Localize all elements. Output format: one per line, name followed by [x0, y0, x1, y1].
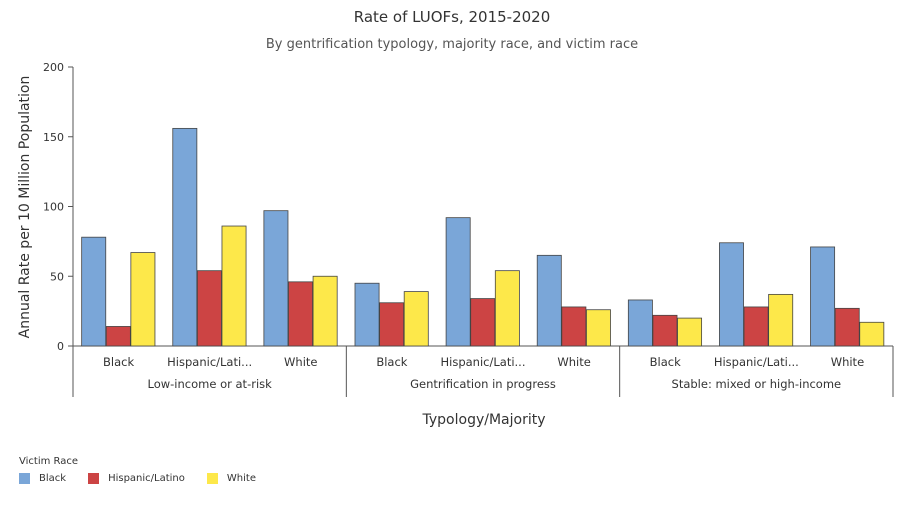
legend-item-black[interactable]: Black: [19, 473, 66, 484]
bar: [536, 254, 562, 347]
y-tick-label: 50: [50, 270, 64, 283]
bar: [627, 299, 653, 347]
bar: [379, 302, 405, 347]
bar: [196, 270, 222, 347]
bar: [221, 225, 247, 347]
legend-label-black: Black: [39, 473, 67, 484]
bar: [719, 242, 744, 347]
plot-area: 0 50 100 150 200 Low-income or at-risk Black Hi…: [43, 61, 894, 397]
legend-swatch-white: [206, 473, 218, 484]
category-label: Black: [650, 355, 681, 369]
legend-item-hispanic-latino[interactable]: Hispanic/Latino: [88, 473, 185, 484]
y-tick-label: 150: [43, 131, 64, 144]
legend-label-white: White: [226, 473, 256, 484]
category-label: Black: [103, 355, 134, 369]
category-label: White: [557, 355, 590, 369]
x-axis-title: Typology/Majority: [422, 412, 546, 428]
category-label: Hispanic/Lati...: [167, 355, 252, 369]
chart-subtitle: By gentrification typology, majority rac…: [266, 37, 638, 52]
legend-item-white[interactable]: White: [206, 473, 256, 484]
group-label: Low-income or at-risk: [148, 377, 273, 391]
y-axis-title: Annual Rate per 10 Million Population: [17, 76, 33, 339]
y-tick-label: 0: [57, 340, 64, 353]
bar: [768, 293, 794, 347]
bar: [652, 314, 678, 347]
category-label: Black: [376, 355, 407, 369]
bar: [810, 246, 836, 347]
category-label: Hispanic/Lati...: [441, 355, 526, 369]
bar: [470, 298, 496, 347]
bar: [859, 321, 885, 347]
bar: [312, 275, 338, 347]
chart-title: Rate of LUOFs, 2015-2020: [354, 8, 551, 26]
bar: [172, 127, 198, 347]
legend-title: Victim Race: [19, 456, 79, 467]
bar: [288, 281, 313, 347]
bar: [834, 307, 860, 347]
bar: [561, 306, 587, 347]
group-label: Stable: mixed or high-income: [672, 377, 842, 391]
bar: [263, 210, 289, 347]
category-label: White: [831, 355, 864, 369]
legend-label-hispanic-latino: Hispanic/Latino: [108, 473, 185, 484]
group-label: Gentrification in progress: [410, 377, 556, 391]
bar: [677, 317, 703, 347]
bar: [403, 291, 429, 347]
category-label: White: [284, 355, 317, 369]
legend: Victim Race Black Hispanic/Latino White: [19, 456, 278, 484]
bar: [494, 270, 520, 347]
bar: [586, 309, 611, 347]
bar: [105, 326, 131, 347]
category-label: Hispanic/Lati...: [714, 355, 799, 369]
bar: [130, 252, 156, 347]
bar: [445, 217, 471, 347]
bar: [81, 236, 107, 347]
y-tick-label: 200: [43, 61, 64, 74]
bar: [354, 282, 380, 347]
y-tick-label: 100: [43, 201, 64, 214]
bar: [743, 306, 769, 347]
legend-swatch-black: [19, 473, 30, 484]
legend-swatch-hispanic-latino: [88, 473, 100, 484]
